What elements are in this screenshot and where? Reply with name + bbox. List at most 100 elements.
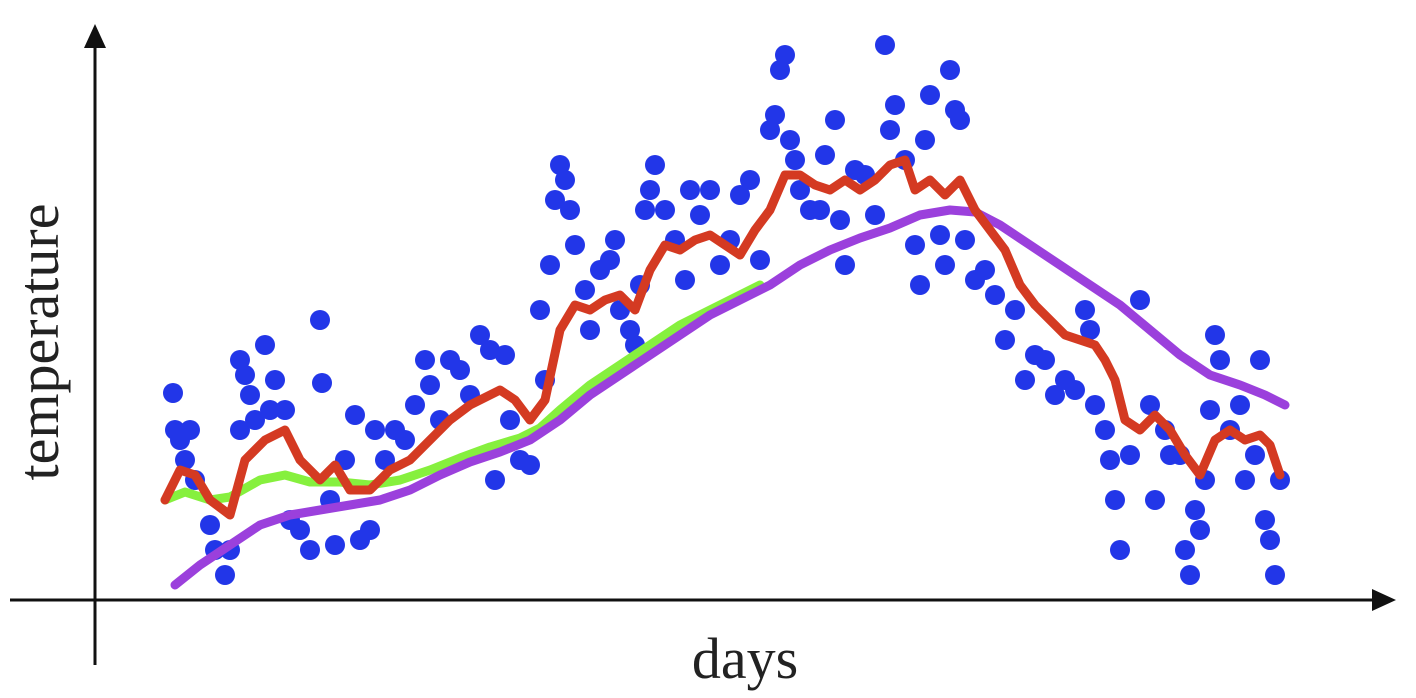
data-point: [645, 155, 665, 175]
data-point: [450, 360, 470, 380]
data-point: [675, 270, 695, 290]
data-point: [530, 300, 550, 320]
data-point: [360, 520, 380, 540]
data-point: [640, 180, 660, 200]
data-point: [500, 410, 520, 430]
data-point: [180, 420, 200, 440]
data-point: [830, 210, 850, 230]
data-point: [1110, 540, 1130, 560]
data-point: [420, 375, 440, 395]
data-point: [1205, 325, 1225, 345]
data-point: [405, 395, 425, 415]
plot-area: [160, 35, 1290, 590]
data-point: [690, 205, 710, 225]
data-point: [910, 275, 930, 295]
data-point: [275, 400, 295, 420]
data-point: [825, 110, 845, 130]
data-point: [1250, 350, 1270, 370]
data-point: [495, 345, 515, 365]
data-point: [235, 365, 255, 385]
data-point: [750, 250, 770, 270]
data-point: [810, 200, 830, 220]
data-point: [1140, 395, 1160, 415]
data-point: [975, 260, 995, 280]
data-point: [995, 330, 1015, 350]
data-point: [255, 335, 275, 355]
data-point: [940, 60, 960, 80]
data-point: [920, 85, 940, 105]
data-point: [765, 105, 785, 125]
data-point: [1075, 300, 1095, 320]
data-point: [240, 385, 260, 405]
data-point: [575, 280, 595, 300]
data-point: [950, 110, 970, 130]
data-point: [815, 145, 835, 165]
data-point: [365, 420, 385, 440]
data-point: [955, 230, 975, 250]
data-point: [880, 120, 900, 140]
data-point: [163, 383, 183, 403]
data-point: [1100, 450, 1120, 470]
data-point: [1015, 370, 1035, 390]
data-point: [1200, 400, 1220, 420]
data-point: [1175, 540, 1195, 560]
data-point: [905, 235, 925, 255]
data-point: [740, 170, 760, 190]
data-point: [1245, 445, 1265, 465]
data-point: [312, 373, 332, 393]
data-point: [485, 470, 505, 490]
y-axis-arrow: [84, 24, 106, 48]
data-point: [865, 205, 885, 225]
data-point: [600, 250, 620, 270]
x-axis-label: days: [692, 626, 798, 691]
data-point: [1105, 490, 1125, 510]
data-point: [580, 320, 600, 340]
data-point: [290, 520, 310, 540]
data-point: [215, 565, 235, 585]
data-point: [780, 130, 800, 150]
data-point: [730, 185, 750, 205]
smoothed-line: [170, 205, 1290, 590]
data-point: [300, 540, 320, 560]
data-point: [785, 150, 805, 170]
data-point: [1045, 385, 1065, 405]
data-point: [915, 130, 935, 150]
data-point: [395, 430, 415, 450]
data-point: [545, 190, 565, 210]
data-point: [1185, 500, 1205, 520]
data-point: [655, 200, 675, 220]
data-point: [1190, 520, 1210, 540]
data-point: [200, 515, 220, 535]
data-point: [605, 230, 625, 250]
data-point: [1080, 320, 1100, 340]
data-point: [710, 255, 730, 275]
data-point: [565, 235, 585, 255]
data-point: [1260, 530, 1280, 550]
data-point: [1120, 445, 1140, 465]
data-point: [875, 35, 895, 55]
data-point: [470, 325, 490, 345]
data-point: [560, 200, 580, 220]
data-point: [540, 255, 560, 275]
data-point: [325, 535, 345, 555]
data-point: [1005, 300, 1025, 320]
data-point: [175, 450, 195, 470]
data-point: [310, 310, 330, 330]
x-axis-arrow: [1372, 589, 1396, 611]
data-point: [1130, 290, 1150, 310]
y-axis-label: temperature: [6, 204, 71, 481]
data-point: [1235, 470, 1255, 490]
data-point: [1210, 350, 1230, 370]
data-point: [1255, 510, 1275, 530]
data-point: [415, 350, 435, 370]
data-point: [1095, 420, 1115, 440]
data-point: [1035, 350, 1055, 370]
data-point: [635, 200, 655, 220]
axes: [10, 24, 1396, 665]
data-point: [265, 370, 285, 390]
data-point: [1265, 565, 1285, 585]
data-point: [790, 180, 810, 200]
data-point: [230, 420, 250, 440]
data-point: [930, 225, 950, 245]
